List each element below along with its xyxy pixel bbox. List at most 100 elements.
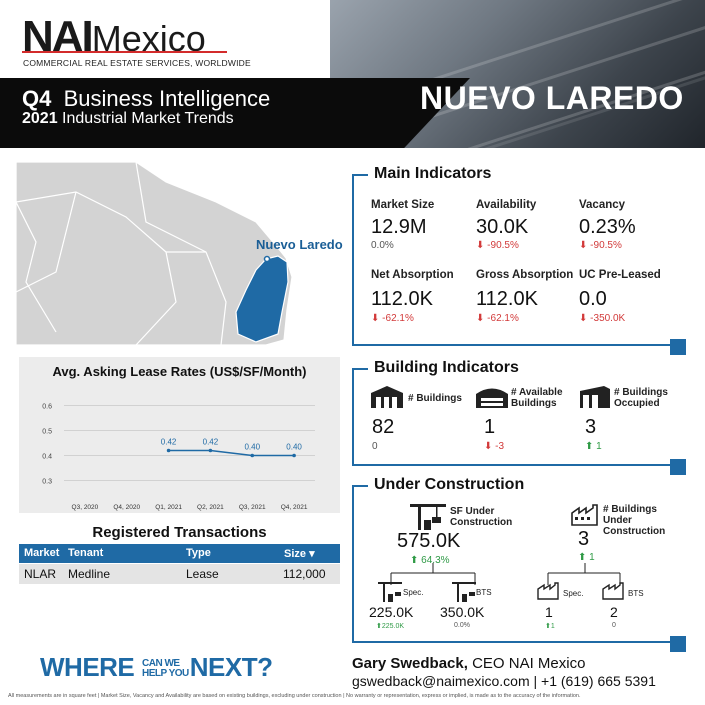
- factory-icon: [602, 582, 624, 600]
- bld-split-connector: [547, 563, 621, 585]
- x-tick-label: Q4, 2020: [113, 504, 140, 511]
- y-tick-label: 0.4: [42, 454, 52, 461]
- factory-icon: [571, 504, 598, 526]
- indicator-change: ⬇ -62.1%: [371, 313, 414, 324]
- indicator-label: Vacancy: [579, 199, 626, 211]
- sf-uc-value: 575.0K: [397, 530, 461, 552]
- data-point: [292, 453, 296, 458]
- cell-type: Lease: [186, 567, 219, 581]
- bld-spec-value: 1: [545, 604, 553, 620]
- city-title: NUEVO LAREDO: [420, 80, 684, 116]
- available-building-icon: [476, 388, 508, 408]
- indicator-change: ⬇ -90.5%: [579, 240, 622, 251]
- cell-size: 112,000: [283, 567, 326, 581]
- frame-tick: [352, 368, 368, 370]
- under-construction-title: Under Construction: [370, 476, 529, 494]
- disclaimer: All measurements are in square feet | Ma…: [8, 693, 581, 699]
- main-indicators-title: Main Indicators: [370, 165, 496, 183]
- x-tick-label: Q3, 2020: [72, 504, 99, 511]
- building-value: 1: [484, 416, 496, 438]
- crane-icon: [378, 582, 402, 602]
- bld-bts-change: 0: [612, 622, 616, 629]
- spec-label: Spec.: [563, 589, 584, 598]
- tagline: COMMERCIAL REAL ESTATE SERVICES, WORLDWI…: [23, 58, 251, 68]
- y-tick-label: 0.6: [42, 404, 52, 411]
- down-arrow-icon: ⬇: [579, 313, 588, 324]
- data-point: [250, 453, 255, 458]
- bld-uc-label: # Buildings Under Construction: [603, 504, 666, 537]
- y-tick-label: 0.3: [42, 479, 52, 486]
- footer-slogan: WHERE CAN WE HELP YOU NEXT?: [40, 652, 273, 682]
- x-tick-label: Q3, 2021: [239, 504, 266, 511]
- bts-label: BTS: [476, 588, 492, 597]
- bld-uc-value: 3: [578, 528, 590, 550]
- report-subtitle: 2021 Industrial Market Trends: [22, 110, 234, 127]
- indicator-label: Market Size: [371, 199, 435, 211]
- factory-icon: [537, 582, 559, 600]
- indicator-value: 112.0K: [371, 288, 433, 310]
- company-logo: NAIMexico: [22, 12, 206, 61]
- chart-panel: [19, 357, 340, 513]
- bld-spec-change: ⬆1: [545, 623, 555, 630]
- indicator-change: ⬇ -62.1%: [476, 313, 519, 324]
- contact-details[interactable]: gswedback@naimexico.com | +1 (619) 665 5…: [352, 673, 656, 689]
- indicator-value: 112.0K: [476, 288, 538, 310]
- occupied-building-icon: [580, 386, 610, 408]
- header-band: [0, 78, 470, 148]
- crane-icon: [452, 582, 476, 602]
- up-arrow-icon: ⬆: [585, 441, 594, 452]
- main-indicators-frame: [352, 174, 685, 346]
- corner-square: [670, 339, 686, 355]
- bld-uc-change: ⬆ 1: [578, 552, 595, 563]
- up-arrow-icon: ⬆: [410, 555, 419, 566]
- up-arrow-icon: ⬆: [578, 552, 587, 563]
- down-arrow-icon: ⬇: [579, 240, 588, 251]
- city-marker: [263, 255, 271, 263]
- indicator-label: Net Absorption: [371, 269, 454, 281]
- sf-bts-value: 350.0K: [440, 604, 485, 620]
- sf-spec-change: ⬆225.0K: [376, 623, 405, 630]
- sf-uc-label: SF Under Construction: [450, 506, 513, 528]
- col-size[interactable]: Size ▾: [284, 548, 315, 560]
- building-change: 0: [372, 441, 378, 452]
- bts-label: BTS: [628, 589, 644, 598]
- building-value: 3: [585, 416, 597, 438]
- building-value: 82: [372, 416, 395, 438]
- sf-uc-change: ⬆ 64.3%: [410, 555, 450, 566]
- sf-spec-value: 225.0K: [369, 604, 414, 620]
- data-label: 0.40: [286, 443, 302, 452]
- down-arrow-icon: ⬇: [484, 441, 493, 452]
- spec-label: Spec.: [403, 588, 424, 597]
- region-map: [16, 162, 293, 345]
- report-title: Q4 Business Intelligence: [22, 86, 271, 111]
- transactions-title: Registered Transactions: [92, 524, 267, 541]
- building-icon: [371, 386, 403, 408]
- x-tick-label: Q2, 2021: [197, 504, 224, 511]
- corner-square: [670, 636, 686, 652]
- bld-bts-value: 2: [610, 604, 618, 620]
- indicator-change: ⬇ -90.5%: [476, 240, 519, 251]
- cell-market: NLAR: [24, 567, 57, 581]
- building-indicators-frame: [352, 368, 685, 466]
- cell-tenant: Medline: [68, 567, 111, 581]
- indicator-label: Gross Absorption: [476, 269, 574, 281]
- building-indicators-title: Building Indicators: [370, 359, 523, 377]
- x-tick-label: Q4, 2021: [281, 504, 308, 511]
- y-tick-label: 0.5: [42, 429, 52, 436]
- building-label: # Available Buildings: [511, 387, 563, 409]
- data-point: [166, 448, 171, 453]
- col-tenant[interactable]: Tenant: [68, 547, 104, 559]
- indicator-value: 30.0K: [476, 216, 529, 238]
- indicator-label: Availability: [476, 199, 537, 211]
- building-change: ⬆ 1: [585, 441, 602, 452]
- data-label: 0.40: [244, 443, 260, 452]
- down-arrow-icon: ⬇: [476, 240, 485, 251]
- indicator-label: UC Pre-Leased: [579, 269, 661, 281]
- indicator-value: 0.0: [579, 288, 607, 310]
- col-market[interactable]: Market: [24, 547, 60, 559]
- col-type[interactable]: Type: [186, 547, 211, 559]
- data-label: 0.42: [203, 438, 219, 447]
- data-point: [208, 448, 213, 453]
- crane-icon: [410, 504, 446, 530]
- lease-rate-chart: 0.3 0.4 0.5 0.6 Q3, 2020 Q4, 2020 Q1, 2021 Q2, …: [42, 404, 315, 511]
